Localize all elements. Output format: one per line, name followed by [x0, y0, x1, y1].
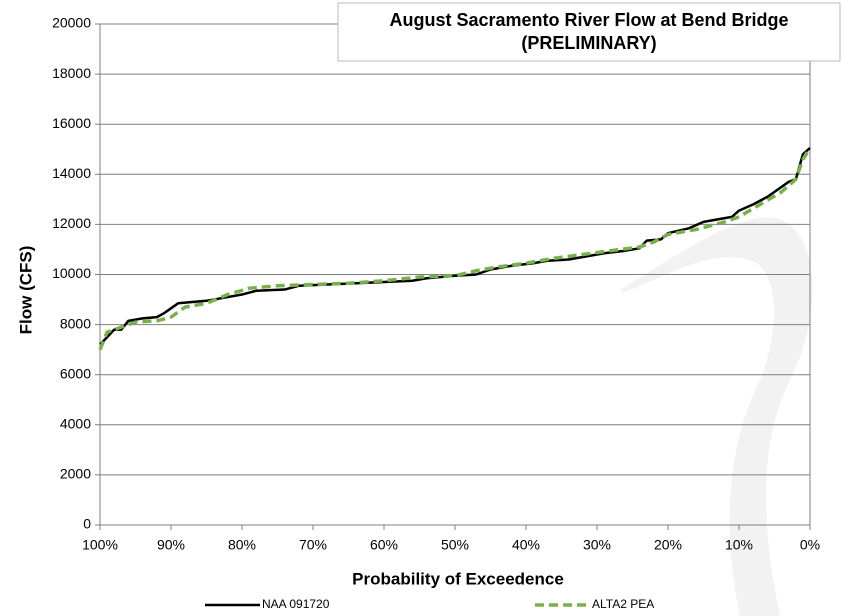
y-tick-label: 14000: [52, 165, 91, 181]
x-tick-label: 10%: [725, 537, 753, 553]
y-tick-label: 16000: [52, 115, 91, 131]
y-tick-label: 6000: [60, 365, 91, 381]
y-axis-title: Flow (CFS): [16, 246, 35, 335]
heron-watermark: [620, 217, 813, 616]
y-tick-label: 2000: [60, 466, 91, 482]
x-tick-label: 100%: [82, 537, 118, 553]
x-tick-label: 40%: [512, 537, 540, 553]
x-tick-label: 30%: [583, 537, 611, 553]
chart-title: August Sacramento River Flow at Bend Bri…: [389, 10, 788, 30]
y-tick-label: 0: [83, 516, 91, 532]
x-tick-label: 80%: [228, 537, 256, 553]
x-tick-label: 0%: [800, 537, 820, 553]
x-tick-label: 90%: [157, 537, 185, 553]
y-tick-label: 8000: [60, 315, 91, 331]
x-tick-label: 20%: [654, 537, 682, 553]
y-tick-label: 18000: [52, 65, 91, 81]
y-tick-label: 10000: [52, 265, 91, 281]
chart-subtitle: (PRELIMINARY): [521, 33, 656, 53]
y-tick-label: 12000: [52, 215, 91, 231]
legend-label: ALTA2 PEA: [592, 597, 654, 611]
x-tick-label: 60%: [370, 537, 398, 553]
x-axis-title: Probability of Exceedence: [352, 569, 564, 588]
x-tick-label: 70%: [299, 537, 327, 553]
chart: August Sacramento River Flow at Bend Bri…: [0, 0, 849, 616]
x-tick-label: 50%: [441, 537, 469, 553]
y-tick-label: 20000: [52, 15, 91, 31]
y-tick-label: 4000: [60, 416, 91, 432]
legend-label: NAA 091720: [262, 597, 330, 611]
